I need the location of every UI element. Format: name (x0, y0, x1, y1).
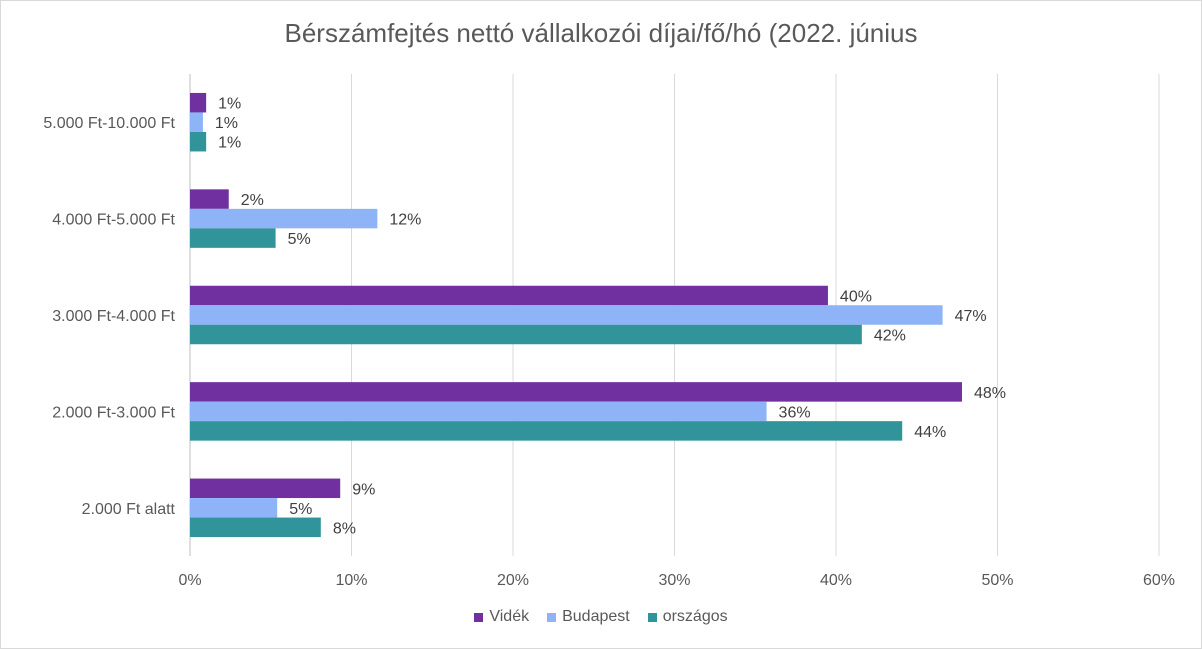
legend-item-orszagos: országos (647, 608, 728, 626)
data-label: 1% (215, 115, 238, 132)
data-label: 48% (974, 385, 1006, 402)
legend-swatch (547, 612, 557, 622)
bar (190, 401, 767, 422)
bar (190, 189, 229, 209)
bar (190, 498, 278, 518)
bar-labels: 1% 1% 1% 2% 12% 5% 40% 47% 42% 48% 36% 44% 9% 5% 8% (215, 96, 1006, 538)
x-tick-label: 50% (981, 572, 1013, 589)
category-label: 3.000 Ft-4.000 Ft (52, 308, 175, 325)
x-tick-label: 30% (658, 572, 690, 589)
data-label: 44% (914, 424, 946, 441)
legend-label: országos (662, 608, 728, 625)
legend-label: Vidék (489, 608, 530, 625)
x-tick-label: 10% (335, 572, 367, 589)
bar (190, 324, 862, 345)
data-label: 1% (218, 96, 241, 113)
bar (190, 382, 962, 402)
bar (190, 112, 203, 132)
bar (190, 478, 341, 499)
bars (190, 92, 962, 538)
x-tick-label: 20% (497, 572, 529, 589)
bar (190, 305, 943, 325)
data-label: 8% (333, 520, 356, 537)
legend-swatch (474, 612, 484, 622)
x-tick-label: 0% (178, 572, 201, 589)
chart-title: Bérszámfejtés nettó vállalkozói díjai/fő… (284, 18, 918, 48)
data-label: 9% (352, 481, 375, 498)
x-tick-label: 40% (820, 572, 852, 589)
category-label: 2.000 Ft-3.000 Ft (52, 404, 175, 421)
data-label: 47% (955, 308, 987, 325)
category-labels: 5.000 Ft-10.000 Ft 4.000 Ft-5.000 Ft 3.000… (43, 115, 175, 518)
legend-swatch (647, 612, 657, 622)
bar (190, 421, 903, 441)
legend-label: Budapest (562, 608, 630, 625)
bar (190, 228, 276, 248)
bar (190, 131, 207, 152)
bar (190, 285, 828, 306)
data-label: 42% (874, 328, 906, 345)
data-label: 40% (840, 289, 872, 306)
data-label: 2% (241, 192, 264, 209)
data-label: 5% (288, 231, 311, 248)
category-label: 2.000 Ft alatt (82, 501, 176, 518)
bar (190, 517, 321, 538)
data-label: 12% (389, 212, 421, 229)
data-label: 36% (779, 404, 811, 421)
x-tick-labels: 0% 10% 20% 30% 40% 50% 60% (178, 572, 1175, 589)
category-label: 4.000 Ft-5.000 Ft (52, 212, 175, 229)
bar (190, 92, 207, 113)
data-label: 5% (289, 501, 312, 518)
category-label: 5.000 Ft-10.000 Ft (43, 115, 175, 132)
x-tick-label: 60% (1143, 572, 1175, 589)
bar (190, 208, 378, 229)
legend-item-budapest: Budapest (547, 608, 630, 626)
legend: Vidék Budapest országos (0, 608, 1202, 626)
legend-item-videk: Vidék (474, 608, 529, 626)
data-label: 1% (218, 135, 241, 152)
